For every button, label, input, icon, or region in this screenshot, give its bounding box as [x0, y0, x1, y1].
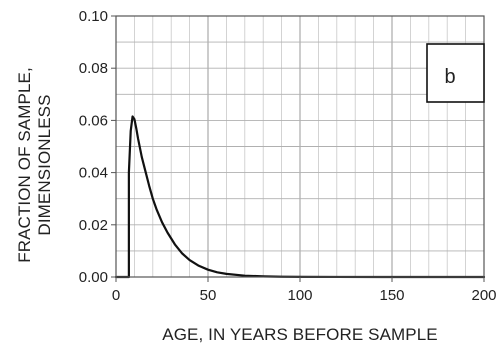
y-tick-label: 0.06	[79, 112, 108, 129]
panel-label: b	[444, 66, 455, 88]
x-tick-label: 200	[471, 287, 496, 304]
x-tick-label: 50	[200, 287, 217, 304]
y-tick-label: 0.10	[79, 8, 108, 25]
y-axis-title-line-1: FRACTION OF SAMPLE,	[15, 67, 34, 263]
grid-lines	[116, 16, 484, 277]
y-axis-title-line-2: DIMENSIONLESS	[35, 94, 54, 235]
y-tick-label: 0.02	[79, 217, 108, 234]
x-tick-label: 100	[287, 287, 312, 304]
tick-labels: 0 50 100 150 200 0.00 0.02 0.04 0.06 0.08 0.10	[79, 8, 497, 304]
x-axis-title: AGE, IN YEARS BEFORE SAMPLE	[162, 325, 437, 344]
x-tick-label: 150	[379, 287, 404, 304]
x-tick-label: 0	[112, 287, 120, 304]
y-tick-label: 0.08	[79, 60, 108, 77]
y-tick-label: 0.00	[79, 269, 108, 286]
panel-label-box	[426, 43, 485, 103]
y-tick-label: 0.04	[79, 165, 108, 182]
